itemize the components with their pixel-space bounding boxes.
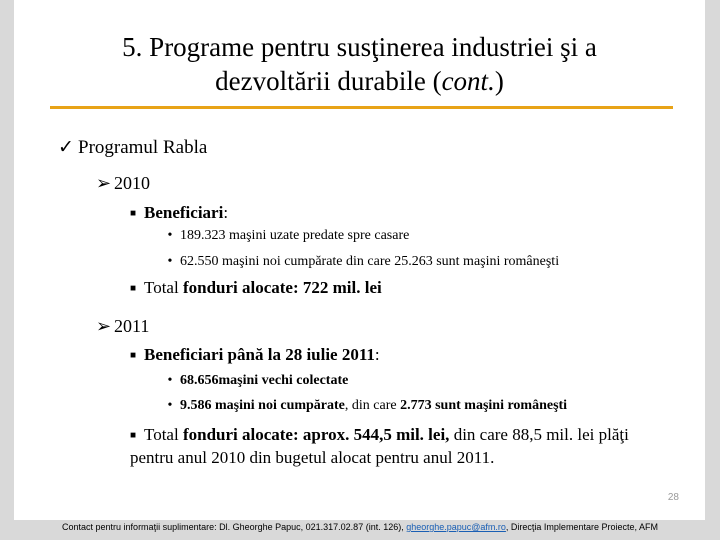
beneficiaries-2011-label: Beneficiari până la 28 iulie 2011 [144, 345, 375, 364]
arrow-bullet-icon: ➢ [96, 316, 112, 336]
list-item: • 62.550 maşini noi cumpărate din care 25… [162, 254, 560, 270]
list-item: • 68.656maşini vechi colectate [162, 373, 349, 389]
list-item-bold: 9.586 maşini noi cumpărate [180, 398, 345, 413]
year-2011-heading: ➢ 2011 [96, 316, 149, 337]
list-item-text: 189.323 maşini uzate predate spre casare [180, 228, 410, 243]
title-line-2-end: ) [494, 66, 504, 96]
square-bullet-icon: ■ [130, 208, 137, 219]
funds-2010-prefix: Total [144, 278, 183, 297]
beneficiaries-2011: ■ Beneficiari până la 28 iulie 2011: [130, 345, 380, 365]
list-item: • 9.586 maşini noi cumpărate, din care 2.… [162, 398, 568, 414]
page-number: 28 [667, 492, 679, 503]
footer-text-after: , Direcţia Implementare Proiecte, AFM [505, 522, 658, 532]
beneficiaries-2010-colon: : [223, 203, 229, 222]
arrow-bullet-icon: ➢ [96, 173, 112, 193]
program-label: Programul Rabla [78, 137, 208, 158]
funds-2011-prefix: Total [144, 425, 183, 444]
title-divider [50, 106, 673, 109]
slide: 5. Programe pentru susţinerea industriei… [14, 0, 705, 520]
dot-bullet-icon: • [167, 373, 173, 388]
funds-2011-rest: din care 88,5 mil. lei plăţi pentru anul… [130, 425, 629, 467]
square-bullet-icon: ■ [130, 430, 137, 441]
dot-bullet-icon: • [167, 254, 173, 269]
program-heading: ✓ Programul Rabla [58, 136, 207, 159]
year-2011-label: 2011 [114, 316, 150, 336]
checkmark-icon: ✓ [58, 137, 74, 158]
list-item-mid: , din care [344, 398, 401, 413]
square-bullet-icon: ■ [130, 350, 137, 361]
year-2010-label: 2010 [114, 173, 150, 193]
title-line-1: 5. Programe pentru susţinerea industriei… [122, 32, 597, 62]
footer-contact: Contact pentru informaţii suplimentare: … [0, 522, 720, 532]
list-item-text: 62.550 maşini noi cumpărate din care 25.… [180, 254, 560, 269]
funds-2011-value: fonduri alocate: aprox. 544,5 mil. lei, [182, 425, 450, 444]
slide-title: 5. Programe pentru susţinerea industriei… [14, 30, 705, 98]
title-line-2-italic: cont. [441, 66, 495, 96]
beneficiaries-2010: ■ Beneficiari: [130, 203, 228, 223]
email-link[interactable]: gheorghe.papuc@afm.ro [406, 522, 506, 532]
title-line-2-start: dezvoltării durabile ( [215, 66, 442, 96]
footer-text-before: Contact pentru informaţii suplimentare: … [62, 522, 407, 532]
beneficiaries-2010-label: Beneficiari [144, 203, 224, 222]
year-2010-heading: ➢ 2010 [96, 173, 150, 194]
title-line-2: dezvoltării durabile (cont.) [14, 64, 705, 98]
funds-2011: ■ Total fonduri alocate: aprox. 544,5 mil… [130, 424, 650, 469]
square-bullet-icon: ■ [130, 283, 137, 294]
funds-2010: ■ Total fonduri alocate: 722 mil. lei [130, 278, 382, 298]
funds-2010-value: fonduri alocate: 722 mil. lei [182, 278, 382, 297]
list-item-text: 68.656maşini vechi colectate [180, 373, 349, 388]
dot-bullet-icon: • [167, 228, 173, 243]
beneficiaries-2011-colon: : [374, 345, 380, 364]
list-item-tail: 2.773 sunt maşini româneşti [400, 398, 568, 413]
dot-bullet-icon: • [167, 398, 173, 413]
list-item: • 189.323 maşini uzate predate spre casar… [162, 228, 410, 244]
